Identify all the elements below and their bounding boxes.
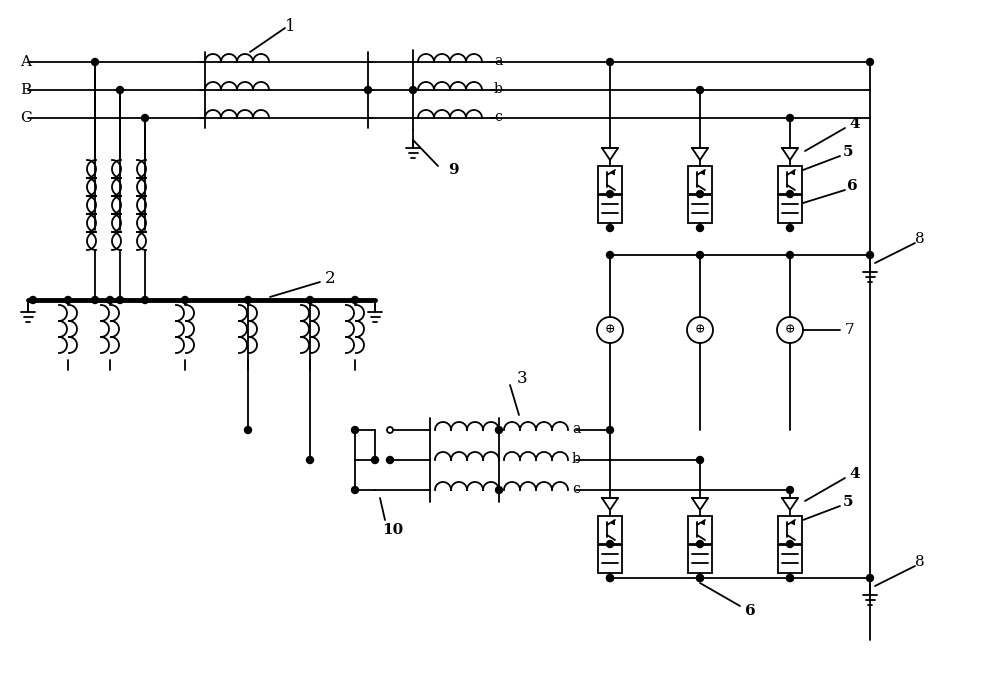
- Text: 6: 6: [847, 179, 857, 193]
- Text: 10: 10: [382, 523, 404, 537]
- Circle shape: [410, 86, 417, 93]
- Circle shape: [30, 296, 37, 303]
- Text: 3: 3: [517, 369, 527, 387]
- Bar: [688, 516, 712, 544]
- Circle shape: [606, 574, 614, 581]
- Bar: [598, 166, 622, 194]
- Circle shape: [606, 59, 614, 66]
- Circle shape: [387, 457, 394, 464]
- Bar: [598, 516, 622, 544]
- Text: ⊕: ⊕: [695, 323, 705, 337]
- Circle shape: [786, 224, 794, 231]
- Text: 9: 9: [448, 163, 458, 177]
- Bar: [778, 516, 802, 544]
- Circle shape: [786, 540, 794, 548]
- Circle shape: [142, 296, 149, 303]
- Circle shape: [107, 296, 114, 303]
- Bar: [688, 545, 712, 573]
- Circle shape: [606, 252, 614, 259]
- Circle shape: [866, 574, 874, 581]
- Bar: [688, 166, 712, 194]
- Circle shape: [786, 574, 794, 581]
- Circle shape: [92, 59, 99, 66]
- Text: B: B: [20, 83, 31, 97]
- Circle shape: [606, 574, 614, 581]
- Circle shape: [387, 427, 393, 433]
- Circle shape: [606, 540, 614, 548]
- Text: 8: 8: [915, 555, 925, 569]
- Bar: [778, 545, 802, 573]
- Text: C: C: [20, 111, 32, 125]
- Circle shape: [786, 487, 794, 493]
- Circle shape: [117, 296, 124, 303]
- Text: 4: 4: [850, 467, 860, 481]
- Bar: [778, 166, 802, 194]
- Text: 5: 5: [843, 145, 853, 159]
- Text: b: b: [572, 452, 581, 466]
- Circle shape: [352, 487, 359, 493]
- Text: 6: 6: [745, 604, 755, 618]
- Text: ⊕: ⊕: [605, 323, 615, 337]
- Text: c: c: [494, 110, 502, 124]
- Circle shape: [606, 190, 614, 197]
- Circle shape: [786, 574, 794, 581]
- Circle shape: [606, 427, 614, 434]
- Circle shape: [786, 190, 794, 197]
- Circle shape: [307, 296, 314, 303]
- Circle shape: [142, 114, 149, 121]
- Circle shape: [786, 114, 794, 121]
- Circle shape: [92, 296, 99, 303]
- Bar: [778, 195, 802, 223]
- Circle shape: [496, 487, 503, 493]
- Text: ⊕: ⊕: [785, 323, 795, 337]
- Circle shape: [65, 296, 72, 303]
- Circle shape: [352, 427, 359, 434]
- Bar: [598, 195, 622, 223]
- Circle shape: [696, 574, 704, 581]
- Circle shape: [307, 457, 314, 464]
- Circle shape: [245, 296, 252, 303]
- Circle shape: [696, 190, 704, 197]
- Circle shape: [365, 86, 372, 93]
- Text: 4: 4: [850, 117, 860, 131]
- Circle shape: [866, 59, 874, 66]
- Circle shape: [117, 86, 124, 93]
- Circle shape: [696, 252, 704, 259]
- Text: 7: 7: [845, 323, 855, 337]
- Text: A: A: [20, 55, 31, 69]
- Circle shape: [696, 457, 704, 464]
- Circle shape: [696, 540, 704, 548]
- Text: 8: 8: [915, 232, 925, 246]
- Circle shape: [786, 252, 794, 259]
- Bar: [598, 545, 622, 573]
- Circle shape: [866, 252, 874, 259]
- Circle shape: [182, 296, 189, 303]
- Circle shape: [352, 296, 359, 303]
- Circle shape: [372, 457, 379, 464]
- Text: a: a: [572, 422, 580, 436]
- Text: b: b: [494, 82, 503, 96]
- Circle shape: [696, 86, 704, 93]
- Circle shape: [696, 224, 704, 231]
- Circle shape: [245, 427, 252, 434]
- Text: 2: 2: [325, 270, 335, 286]
- Text: 1: 1: [285, 17, 295, 34]
- Circle shape: [496, 427, 503, 434]
- Text: c: c: [572, 482, 580, 496]
- Text: a: a: [494, 54, 502, 68]
- Circle shape: [606, 224, 614, 231]
- Bar: [688, 195, 712, 223]
- Circle shape: [696, 574, 704, 581]
- Text: 5: 5: [843, 495, 853, 509]
